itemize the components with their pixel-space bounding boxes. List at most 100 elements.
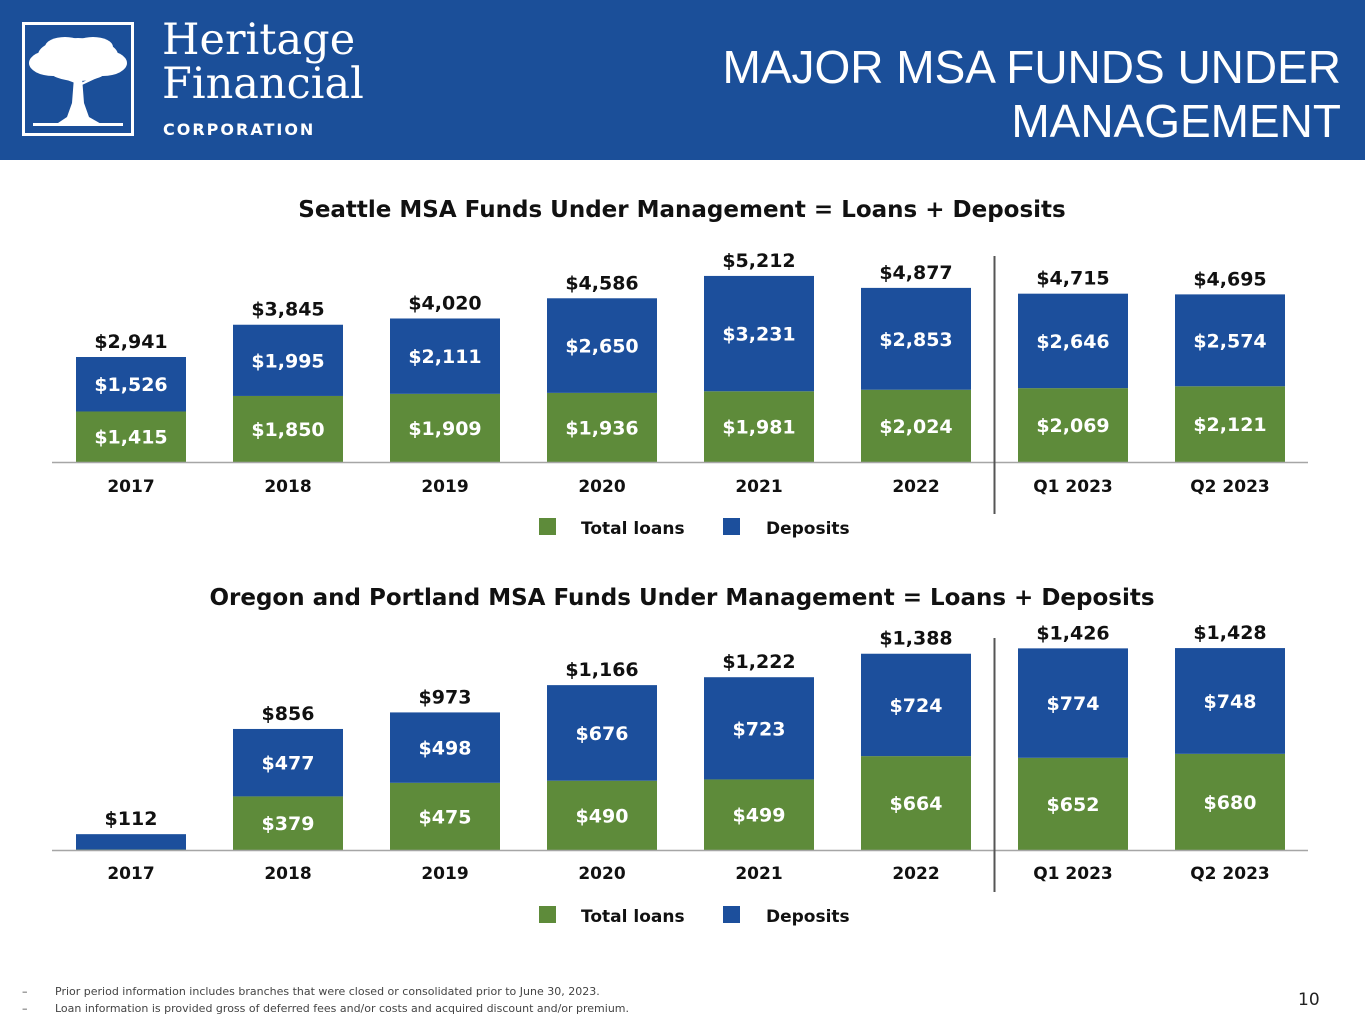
chart1-label-total: $4,715 (1036, 268, 1109, 290)
chart1-legend-loans-swatch (539, 518, 556, 535)
chart1-label-deposits: $2,574 (1193, 330, 1266, 352)
company-name: Heritage Financial (162, 18, 364, 106)
chart1-bar-deposits (547, 298, 657, 393)
chart1-bar-deposits (704, 275, 814, 392)
chart2-x-tick: 2017 (107, 864, 154, 884)
slide-title-line2: MANAGEMENT (1011, 95, 1341, 147)
chart1-x-tick: 2017 (107, 477, 154, 497)
chart1-bar-loans (1175, 386, 1285, 462)
footnote-text: Loan information is provided gross of de… (55, 1002, 630, 1015)
chart2-bar-loans (547, 780, 657, 850)
chart1-label-deposits: $2,646 (1036, 331, 1109, 353)
chart2-label-deposits: $676 (576, 723, 629, 745)
chart2-x-tick: 2021 (735, 864, 782, 884)
company-corporation: CORPORATION (163, 120, 316, 139)
chart2-x-tick: Q1 2023 (1033, 864, 1113, 884)
footnote-2: – Loan information is provided gross of d… (22, 1000, 629, 1017)
chart1-bar-deposits (390, 318, 500, 394)
chart2-label-loans: $490 (576, 805, 629, 827)
chart2-label-total: $973 (419, 686, 472, 708)
chart1-label-loans: $1,981 (722, 417, 795, 439)
chart1-x-tick: 2019 (421, 477, 468, 497)
chart1-label-deposits: $1,526 (94, 374, 167, 396)
chart1-bar-deposits (233, 324, 343, 396)
header-bar: Heritage Financial CORPORATION MAJOR MSA… (0, 0, 1365, 160)
charts-area: Seattle MSA Funds Under Management = Loa… (52, 197, 1308, 927)
chart2-label-deposits: $724 (890, 695, 943, 717)
chart1-label-deposits: $2,111 (408, 346, 481, 368)
chart1-label-loans: $1,415 (94, 427, 167, 449)
chart1-label-deposits: $3,231 (722, 324, 795, 346)
chart2-x-tick: 2019 (421, 864, 468, 884)
chart2-label-loans: $475 (419, 806, 472, 828)
chart1-label-total: $4,586 (565, 272, 638, 294)
footnote-marker: – (22, 1002, 28, 1015)
chart1-label-deposits: $1,995 (251, 350, 324, 372)
tree-logo-icon (22, 22, 134, 136)
chart2-label-total: $1,388 (879, 628, 952, 650)
chart2-bar-deposits (704, 677, 814, 780)
chart1-title: Seattle MSA Funds Under Management = Loa… (298, 197, 1066, 223)
chart1-label-loans: $1,936 (565, 417, 638, 439)
footnotes: – Prior period information includes branc… (22, 983, 629, 1017)
chart1-bar-deposits (861, 287, 971, 390)
chart1-legend-deposits-swatch (723, 518, 740, 535)
chart2-title: Oregon and Portland MSA Funds Under Mana… (209, 585, 1154, 611)
chart1-x-tick: 2022 (892, 477, 939, 497)
chart2-bar-loans (704, 779, 814, 850)
chart1-x-tick: 2020 (578, 477, 625, 497)
chart1-label-total: $5,212 (722, 250, 795, 272)
chart1-x-tick: Q1 2023 (1033, 477, 1113, 497)
chart2-bar-deposits (390, 712, 500, 783)
chart1-bar-deposits (76, 357, 186, 412)
footnote-marker: – (22, 985, 28, 998)
chart2-x-tick: 2022 (892, 864, 939, 884)
chart2-bar-loans (1175, 753, 1285, 850)
chart2-bar-loans (861, 756, 971, 850)
chart2-bar-loans (1018, 757, 1128, 850)
chart2-bar-deposits (861, 653, 971, 757)
footnote-text: Prior period information includes branch… (55, 985, 600, 998)
chart2-label-deposits: $477 (262, 753, 315, 775)
chart2-legend-loans-swatch (539, 906, 556, 923)
chart1-bar-loans (704, 391, 814, 462)
chart1-bar-deposits (1018, 293, 1128, 389)
chart1-label-total: $3,845 (251, 299, 324, 321)
chart2-legend-deposits-swatch (723, 906, 740, 923)
chart1-label-loans: $2,024 (879, 416, 952, 438)
chart2-label-deposits: $498 (419, 738, 472, 760)
chart2-x-tick: 2020 (578, 864, 625, 884)
page-number: 10 (1298, 990, 1320, 1010)
chart1-legend-loans-label: Total loans (581, 519, 685, 539)
company-name-line2: Financial (162, 59, 364, 109)
chart2-x-tick: 2018 (264, 864, 311, 884)
chart2-label-loans: $652 (1047, 794, 1100, 816)
chart2-label-total: $1,166 (565, 659, 638, 681)
chart2-x-tick: Q2 2023 (1190, 864, 1270, 884)
chart1-label-loans: $1,850 (251, 419, 324, 441)
chart1-bar-loans (547, 392, 657, 462)
chart1-label-loans: $2,069 (1036, 415, 1109, 437)
chart2-bar-loans (390, 782, 500, 850)
chart1-label-total: $2,941 (94, 331, 167, 353)
chart1-x-tick: 2018 (264, 477, 311, 497)
chart2-label-deposits: $748 (1204, 691, 1257, 713)
chart1-bar-loans (233, 395, 343, 462)
chart2-label-total: $1,428 (1193, 622, 1266, 644)
chart1-label-deposits: $2,650 (565, 336, 638, 358)
chart2-bar-loans (233, 796, 343, 850)
chart2-bar-deposits (1175, 648, 1285, 754)
chart2-label-deposits: $723 (733, 718, 786, 740)
chart1-legend-deposits-label: Deposits (766, 519, 850, 539)
chart2-label-total: $856 (262, 703, 315, 725)
footnote-1: – Prior period information includes branc… (22, 983, 629, 1000)
chart1-label-total: $4,695 (1193, 268, 1266, 290)
chart2-bar-deposits (76, 834, 186, 850)
chart2-label-loans: $664 (890, 793, 943, 815)
slide-title: MAJOR MSA FUNDS UNDER MANAGEMENT (581, 40, 1341, 148)
chart1-x-tick: 2021 (735, 477, 782, 497)
chart1-bar-loans (390, 393, 500, 462)
chart2-label-loans: $379 (262, 813, 315, 835)
chart2-bar-deposits (547, 685, 657, 781)
chart1-label-total: $4,877 (879, 262, 952, 284)
